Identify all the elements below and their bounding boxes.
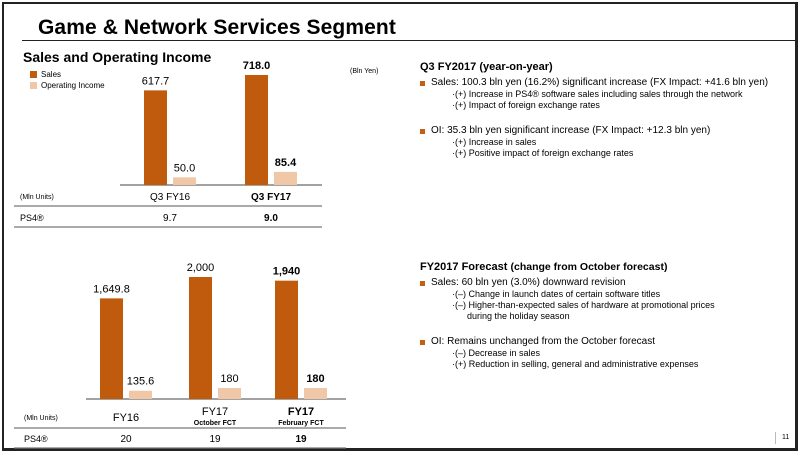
category-label: FY17 bbox=[202, 406, 228, 418]
bullet-text: OI: Remains unchanged from the October f… bbox=[431, 336, 655, 347]
bullet-icon bbox=[420, 340, 425, 345]
bar-operating-income bbox=[274, 171, 297, 185]
sub-point: ·(+) Increase in sales bbox=[452, 137, 537, 147]
bullet-text: OI: 35.3 bln yen significant increase (F… bbox=[431, 125, 711, 136]
units-label: (Mln Units) bbox=[20, 194, 54, 201]
data-label: 135.6 bbox=[127, 376, 155, 388]
bullet-icon bbox=[420, 129, 425, 134]
page-title: Game & Network Services Segment bbox=[38, 16, 396, 39]
bar-sales bbox=[275, 280, 298, 399]
fy-bullet-sales: Sales: 60 bln yen (3.0%) downward revisi… bbox=[420, 277, 790, 289]
sub-point: ·(+) Impact of foreign exchange rates bbox=[452, 100, 600, 110]
slide-frame bbox=[2, 2, 798, 451]
fy-forecast-summary: FY2017 Forecast (change from October for… bbox=[420, 261, 790, 370]
bullet-icon bbox=[420, 281, 425, 286]
legend-label: Operating Income bbox=[41, 81, 105, 90]
fy-heading-main: FY2017 Forecast bbox=[420, 261, 508, 273]
units-label: (Mln Units) bbox=[24, 415, 58, 422]
sub-point: ·(–) Change in launch dates of certain s… bbox=[452, 289, 661, 299]
bar-operating-income bbox=[218, 388, 241, 399]
legend-item-sales: Sales bbox=[30, 69, 105, 80]
category-label: FY16 bbox=[113, 412, 139, 424]
unit-label: (Bln Yen) bbox=[350, 68, 379, 75]
table-value: 19 bbox=[209, 434, 221, 445]
title-divider bbox=[22, 40, 798, 41]
data-label: 2,000 bbox=[187, 262, 215, 274]
sub-point: ·(–) Decrease in sales bbox=[452, 348, 541, 358]
table-value: 9.7 bbox=[163, 213, 177, 224]
page-number: 11 bbox=[775, 432, 789, 444]
fy-heading-note: (change from October forecast) bbox=[510, 261, 668, 273]
q3-heading: Q3 FY2017 (year-on-year) bbox=[420, 61, 553, 73]
fy-bullet-oi: OI: Remains unchanged from the October f… bbox=[420, 336, 790, 348]
data-label: 50.0 bbox=[174, 162, 195, 174]
bar-operating-income bbox=[129, 390, 152, 399]
bar-sales bbox=[189, 277, 212, 399]
data-label: 85.4 bbox=[275, 157, 297, 169]
category-sublabel: October FCT bbox=[194, 420, 237, 427]
sub-point: ·(+) Reduction in selling, general and a… bbox=[452, 359, 699, 369]
sub-point: ·(–) Higher-than-expected sales of hardw… bbox=[452, 300, 715, 310]
legend-item-oi: Operating Income bbox=[30, 80, 105, 91]
table-value: 19 bbox=[295, 434, 307, 445]
bullet-text: Sales: 60 bln yen (3.0%) downward revisi… bbox=[431, 277, 626, 288]
sub-point: during the holiday season bbox=[467, 311, 570, 321]
data-label: 1,649.8 bbox=[93, 283, 130, 295]
bullet-icon bbox=[420, 81, 425, 86]
bar-sales bbox=[100, 298, 123, 399]
legend-swatch-oi bbox=[30, 82, 37, 89]
q3-bullet-sales: Sales: 100.3 bln yen (16.2%) significant… bbox=[420, 77, 790, 89]
category-label: Q3 FY17 bbox=[251, 192, 291, 203]
bullet-text: Sales: 100.3 bln yen (16.2%) significant… bbox=[431, 77, 769, 88]
data-label: 180 bbox=[306, 373, 324, 385]
data-label: 1,940 bbox=[273, 266, 301, 278]
category-label: FY17 bbox=[288, 406, 314, 418]
q3-bullet-oi: OI: 35.3 bln yen significant increase (F… bbox=[420, 125, 790, 137]
fy-heading: FY2017 Forecast (change from October for… bbox=[420, 261, 790, 273]
chart-legend: Sales Operating Income bbox=[30, 69, 105, 91]
table-row-label: PS4® bbox=[24, 434, 48, 444]
category-label: Q3 FY16 bbox=[150, 192, 190, 203]
category-sublabel: February FCT bbox=[278, 420, 324, 427]
bar-operating-income bbox=[304, 388, 327, 399]
bar-sales bbox=[245, 75, 268, 185]
section-subtitle: Sales and Operating Income bbox=[23, 49, 212, 65]
data-label: 718.0 bbox=[243, 60, 271, 72]
legend-label: Sales bbox=[41, 70, 62, 79]
data-label: 617.7 bbox=[142, 75, 170, 87]
legend-swatch-sales bbox=[30, 71, 37, 78]
bar-operating-income bbox=[173, 177, 196, 185]
data-label: 180 bbox=[220, 373, 238, 385]
bar-sales bbox=[144, 90, 167, 185]
table-value: 20 bbox=[120, 434, 132, 445]
sub-point: ·(+) Positive impact of foreign exchange… bbox=[452, 148, 634, 158]
sub-point: ·(+) Increase in PS4® software sales inc… bbox=[452, 89, 743, 99]
table-value: 9.0 bbox=[264, 213, 278, 224]
q3-summary: Q3 FY2017 (year-on-year) Sales: 100.3 bl… bbox=[420, 61, 790, 159]
table-row-label: PS4® bbox=[20, 213, 44, 223]
